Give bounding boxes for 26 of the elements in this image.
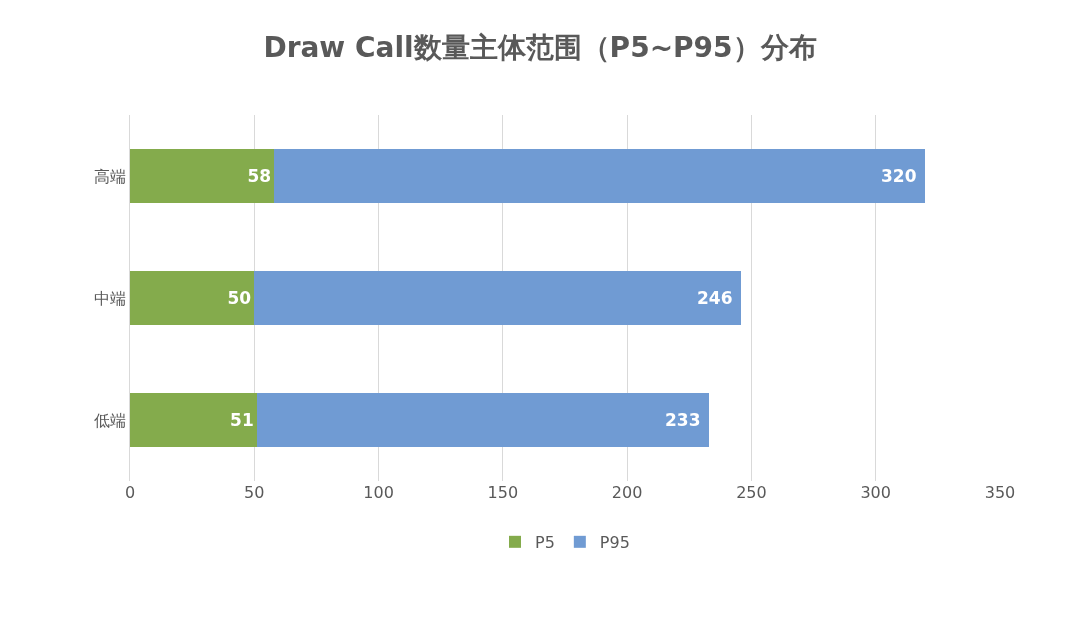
- x-tick-label: 0: [124, 483, 136, 502]
- data-label: 50: [227, 288, 252, 308]
- x-tick-label: 350: [984, 483, 1016, 502]
- x-tick-label: 50: [244, 483, 265, 502]
- bar: [274, 148, 926, 204]
- chart-title: Draw Call数量主体范围（P5~P95）分布: [263, 30, 817, 64]
- legend-label: P95: [599, 533, 630, 553]
- bar: [130, 148, 275, 204]
- annotation: 233: [665, 410, 701, 430]
- y-tick-label: 中端: [93, 288, 126, 308]
- bar: [130, 270, 255, 326]
- bar: [254, 270, 742, 326]
- data-label: 51: [230, 410, 254, 430]
- bar: [256, 392, 710, 448]
- x-tick-label: 150: [487, 483, 519, 502]
- bar: [130, 392, 257, 448]
- y-tick-label: 低端: [93, 410, 126, 430]
- x-tick-label: 250: [736, 483, 767, 502]
- annotation: 246: [697, 288, 733, 308]
- annotation: 320: [881, 166, 917, 186]
- x-tick-label: 100: [363, 483, 394, 502]
- y-tick-label: 高端: [93, 166, 126, 186]
- data-label: 58: [247, 166, 272, 186]
- legend-label: P5: [535, 533, 555, 553]
- x-tick-label: 300: [860, 483, 891, 502]
- x-tick-label: 200: [611, 483, 643, 502]
